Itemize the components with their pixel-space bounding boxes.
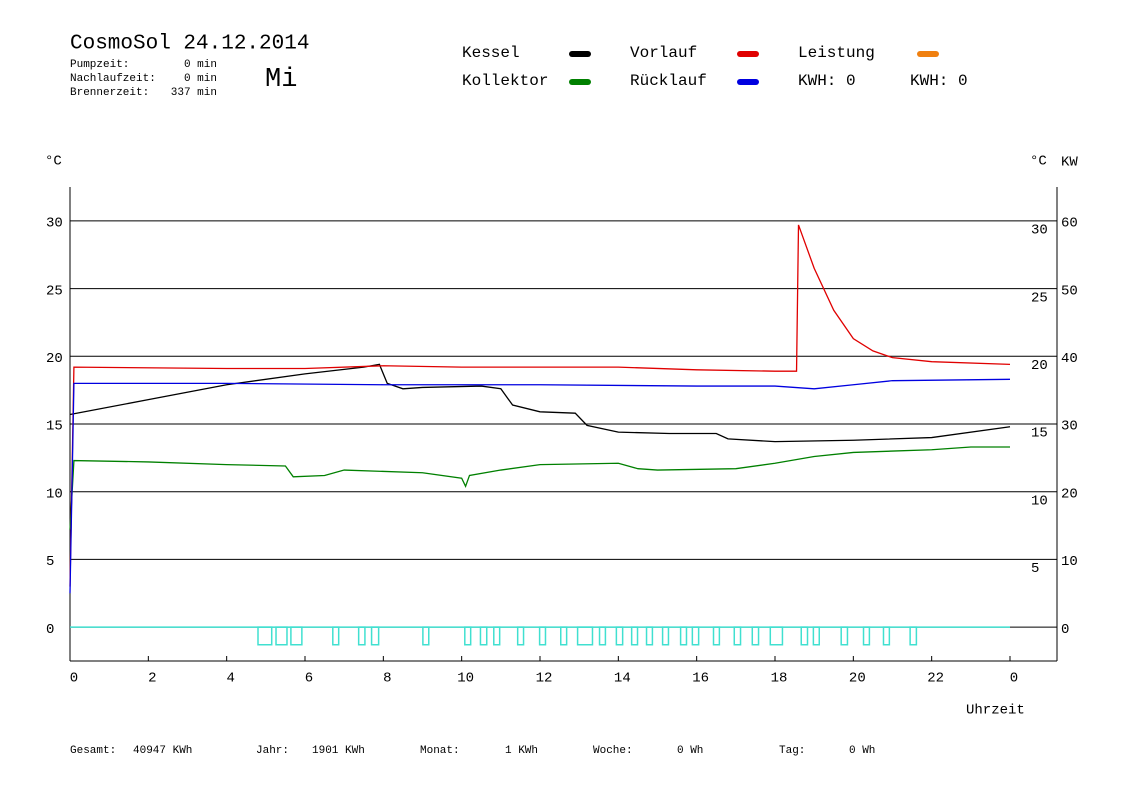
pump-pulse: [576, 626, 594, 646]
x-tick-label: 10: [457, 671, 474, 687]
stat-value: 337 min: [171, 87, 217, 99]
pump-pulse: [661, 626, 670, 646]
stat-label: Pumpzeit:: [70, 59, 129, 71]
pump-pulse: [479, 626, 488, 646]
y2-tick-label: 30: [1061, 419, 1078, 435]
pump-pulse: [769, 626, 784, 646]
y2-tick-label: 50: [1061, 283, 1078, 299]
x-tick-label: 6: [305, 671, 313, 687]
y-tick-label: 10: [46, 486, 63, 502]
pump-pulse: [733, 626, 742, 646]
footer-label: Monat:: [420, 745, 460, 757]
y-tick-label: 20: [46, 351, 63, 367]
y2-tick-label: 60: [1061, 216, 1078, 232]
stat-label: Brennerzeit:: [70, 87, 149, 99]
footer-label: Gesamt:: [70, 745, 116, 757]
pump-pulse: [862, 626, 871, 646]
footer-label: Tag:: [779, 745, 805, 757]
y2-tick-label: 20: [1061, 486, 1078, 502]
series-line: [69, 378, 1011, 594]
y-tick-label: 5: [46, 554, 54, 570]
y-tick-label: 30: [46, 216, 63, 232]
y-tick-label-right: 30: [1031, 223, 1048, 239]
pump-pulse: [712, 626, 721, 646]
pump-pulse: [332, 626, 340, 646]
pump-pulse: [840, 626, 849, 646]
legend-label: Kollektor: [462, 72, 548, 90]
pump-pulse: [691, 626, 700, 646]
footer-value: 0 Wh: [849, 745, 875, 757]
pump-pulse: [882, 626, 891, 646]
y-tick-label: 0: [46, 622, 54, 638]
x-tick-label: 0: [1010, 671, 1018, 687]
x-tick-label: 16: [692, 671, 709, 687]
legend-label: Leistung: [798, 44, 875, 62]
y2-tick-label: 10: [1061, 554, 1078, 570]
y-tick-label: 15: [46, 419, 63, 435]
pump-pulse: [645, 626, 654, 646]
pump-pulse: [615, 626, 624, 646]
x-tick-label: 8: [383, 671, 391, 687]
pump-pulse: [598, 626, 607, 646]
footer-label: Jahr:: [256, 745, 289, 757]
y2-unit: KW: [1061, 155, 1078, 171]
y-tick-label-right: 20: [1031, 358, 1048, 374]
pump-pulse: [812, 626, 821, 646]
y2-tick-label: 0: [1061, 622, 1069, 638]
stat-value: 0 min: [184, 59, 217, 71]
kwh-label: KWH: 0: [910, 72, 968, 90]
pump-pulse: [800, 626, 809, 646]
y-tick-label-right: 5: [1031, 561, 1039, 577]
x-tick-label: 14: [614, 671, 631, 687]
series-line: [69, 446, 1010, 530]
y-unit: °C: [45, 154, 62, 170]
legend-label: Rücklauf: [630, 72, 707, 90]
stat-value: 0 min: [184, 73, 217, 85]
legend-label: Vorlauf: [630, 44, 697, 62]
series-line: [69, 224, 1011, 587]
x-tick-label: 22: [927, 671, 944, 687]
weekday: Mi: [265, 65, 297, 95]
y-tick-label-right: 10: [1031, 493, 1048, 509]
x-tick-label: 4: [226, 671, 234, 687]
kwh-label: KWH: 0: [798, 72, 856, 90]
series-line: [69, 363, 1011, 443]
pump-pulse: [357, 626, 366, 646]
pump-pulse: [370, 626, 380, 646]
y-tick-label-right: 25: [1031, 290, 1048, 306]
pump-pulse: [630, 626, 639, 646]
pump-pulse: [751, 626, 760, 646]
chart-title: CosmoSol 24.12.2014: [70, 33, 309, 56]
pump-pulse: [909, 626, 918, 646]
y-unit-right: °C: [1030, 154, 1047, 170]
footer-value: 0 Wh: [677, 745, 703, 757]
pump-pulse: [679, 626, 688, 646]
y-tick-label-right: 15: [1031, 426, 1048, 442]
pump-pulse: [257, 626, 273, 646]
footer-value: 40947 KWh: [133, 745, 192, 757]
pump-pulse: [516, 626, 525, 646]
x-tick-label: 12: [536, 671, 553, 687]
pump-pulse: [538, 626, 547, 646]
pump-pulse: [560, 626, 568, 646]
x-label: Uhrzeit: [966, 703, 1025, 719]
x-tick-label: 18: [771, 671, 788, 687]
x-tick-label: 20: [849, 671, 866, 687]
y-tick-label: 25: [46, 283, 63, 299]
stat-label: Nachlaufzeit:: [70, 73, 156, 85]
y2-tick-label: 40: [1061, 351, 1078, 367]
pump-pulse: [422, 626, 430, 646]
pump-pulse: [275, 626, 288, 646]
x-tick-label: 0: [70, 671, 78, 687]
x-tick-label: 2: [148, 671, 156, 687]
footer-value: 1 KWh: [505, 745, 538, 757]
footer-value: 1901 KWh: [312, 745, 365, 757]
footer-label: Woche:: [593, 745, 633, 757]
pump-pulse: [290, 626, 303, 646]
pump-pulse: [493, 626, 501, 646]
legend-label: Kessel: [462, 44, 520, 62]
pump-pulse: [464, 626, 472, 646]
